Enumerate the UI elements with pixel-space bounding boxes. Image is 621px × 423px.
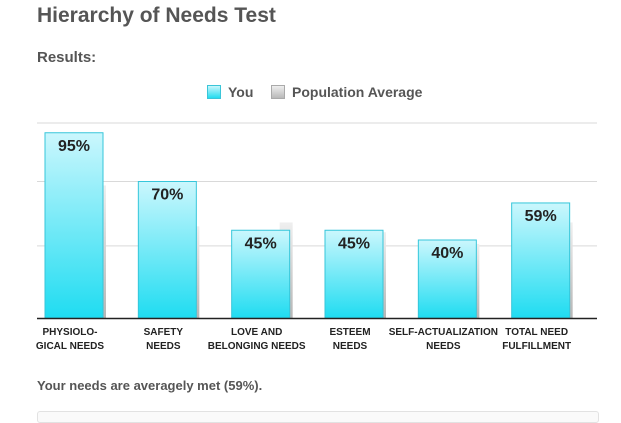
you-bar	[324, 229, 384, 319]
category-label: TOTAL NEED	[505, 327, 568, 338]
you-bar	[44, 132, 104, 319]
results-heading: Results:	[37, 49, 97, 66]
you-bar	[231, 229, 291, 319]
legend-item-population: Population Average	[271, 84, 422, 100]
legend-item-you: You	[207, 84, 253, 100]
legend-label-population: Population Average	[292, 84, 423, 100]
legend-swatch-you	[207, 85, 221, 99]
bar-value-label: 45%	[338, 235, 370, 252]
category-label: BELONGING NEEDS	[208, 341, 306, 352]
you-bar	[417, 239, 477, 319]
category-label: PHYSIOLO-	[42, 327, 97, 338]
category-label: NEEDS	[146, 341, 181, 352]
chart-legend: You Population Average	[0, 84, 621, 104]
category-label: LOVE AND	[231, 327, 282, 338]
category-label: FULFILLMENT	[502, 341, 571, 352]
bar-chart: 95% PHYSIOLO- GICAL NEEDS 70% SAFETY NEEDS 45%…	[36, 122, 597, 352]
you-bar	[511, 202, 571, 319]
bar-value-label: 70%	[151, 187, 183, 204]
category-label: ESTEEM	[329, 327, 370, 338]
bar-value-label: 45%	[245, 235, 277, 252]
bar-value-label: 40%	[431, 245, 463, 262]
page-title: Hierarchy of Needs Test	[37, 4, 276, 27]
you-bar	[137, 181, 197, 319]
bar-value-label: 59%	[525, 208, 557, 225]
category-label: GICAL NEEDS	[36, 341, 104, 352]
summary-text: Your needs are averagely met (59%).	[37, 378, 263, 393]
details-panel	[37, 411, 599, 423]
category-label: NEEDS	[426, 341, 461, 352]
category-label: SELF-ACTUALIZATION	[389, 327, 498, 338]
legend-label-you: You	[228, 84, 254, 100]
category-label: NEEDS	[333, 341, 368, 352]
legend-swatch-population	[271, 85, 285, 99]
bar-value-label: 95%	[58, 138, 90, 155]
category-label: SAFETY	[144, 327, 184, 338]
